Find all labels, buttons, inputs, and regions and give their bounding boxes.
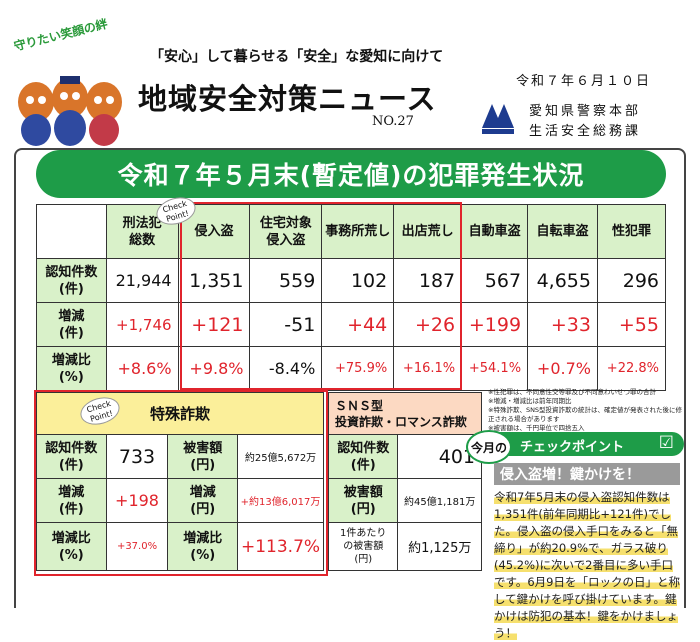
sns-fraud-table: ＳＮＳ型 投資詐欺・ロマンス詐欺 認知件数 (件) 401 被害額 (円) 約4… [327,392,482,571]
checkpoint-body: 令和7年5月末の侵入盗認知件数は1,351件(前年同期比+121件)でした。侵入… [494,490,680,640]
table-cell: +199 [461,302,529,347]
table-cell: +121 [177,302,251,347]
month-label: 今月の [466,430,512,464]
table-cell: 1,351 [177,258,251,303]
table-cell: +55 [596,302,667,347]
table-cell: +約13億6,017万 [237,478,324,523]
table-cell: +1,746 [105,302,179,347]
row-header: 増減 (件) [36,478,107,523]
checkpoint-headline: 侵入盗増！鍵かけを！ [494,463,680,485]
table-cell: 567 [461,258,529,303]
row-header: 増減比 (%) [36,522,107,571]
table-cell: +26 [393,302,463,347]
checkpoint-label: チェックポイント [520,440,625,455]
issue-date: 令和７年６月１０日 [516,74,652,89]
table-cell: -8.4% [249,346,323,391]
table-row: 増減 (件) +198 増減 (円) +約13億6,017万 [36,478,324,523]
table-row: 増減比 (%) +8.6% +9.8% -8.4% +75.9% +16.1% … [36,346,667,391]
table-cell: +113.7% [237,522,324,571]
table-cell: 4,655 [527,258,598,303]
row-header: 被害額 (円) [327,478,399,523]
col-header: 出店荒し [393,204,463,259]
burglary-highlight-box [180,202,462,390]
table-cell: +37.0% [105,522,169,571]
table-cell: +22.8% [596,346,667,391]
special-fraud-table: 特殊詐欺 認知件数 (件) 733 被害額 (円) 約25億5,672万 増減 … [36,392,324,571]
row-header: 認知件数 (件) [327,434,399,479]
table-row: 増減比 (%) +37.0% 増減比 (%) +113.7% [36,522,324,571]
table-cell: 296 [596,258,667,303]
row-header: 増減比 (%) [167,522,239,571]
mascot-illustration [18,76,122,146]
sns-fraud-title: ＳＮＳ型 投資詐欺・ロマンス詐欺 [328,392,482,435]
table-cell: 733 [105,434,169,479]
table-cell: +198 [105,478,169,523]
table-row: 認知件数 (件) 21,944 1,351 559 102 187 567 4,… [36,258,667,303]
table-cell: +44 [321,302,395,347]
row-header: 増減 (件) [36,302,107,347]
row-header: 増減 (円) [167,478,239,523]
col-header: 自動車盗 [461,204,529,259]
table-row: 認知件数 (件) 401 [327,434,482,479]
col-header: 住宅対象 侵入盗 [249,204,323,259]
col-header: 性犯罪 [596,204,667,259]
content-frame [14,148,686,608]
table-cell: 約45億1,181万 [397,478,482,523]
crime-stats-table: 刑法犯 総数 侵入盗 住宅対象 侵入盗 事務所荒し 出店荒し 自動車盗 自転車盗… [36,204,667,391]
row-header: 1件あたり の被害額 (円) [327,522,399,571]
table-cell: +33 [527,302,598,347]
table-cell: +75.9% [321,346,395,391]
col-header: 自転車盗 [527,204,598,259]
org-name: 愛知県警察本部 [529,104,642,119]
table-row: 1件あたり の被害額 (円) 約1,125万 [327,522,482,571]
checkmark-icon: ☑ [658,433,674,453]
table-corner [36,204,107,259]
table-cell: 約1,125万 [397,522,482,571]
table-cell: 187 [393,258,463,303]
row-header: 認知件数 (件) [36,258,107,303]
page-title: 地域安全対策ニュース [138,82,437,116]
col-header: 事務所荒し [321,204,395,259]
table-cell: 102 [321,258,395,303]
table-cell: +16.1% [393,346,463,391]
col-header: 刑法犯 総数 [105,204,179,259]
table-row: 被害額 (円) 約45億1,181万 [327,478,482,523]
police-logo-icon [482,104,514,134]
row-header: 増減比 (%) [36,346,107,391]
table-cell: +54.1% [461,346,529,391]
row-header: 被害額 (円) [167,434,239,479]
subtitle: 「安心」して暮らせる「安全」な愛知に向けて [150,49,444,65]
footnotes: ※性犯罪は、不同意性交等罪及び不同意わいせつ罪の合計 ※増減・増減比は前年同期比… [488,388,683,432]
table-cell: +8.6% [105,346,179,391]
table-row: 増減 (件) +1,746 +121 -51 +44 +26 +199 +33 … [36,302,667,347]
table-cell: +0.7% [527,346,598,391]
special-fraud-highlight-box [34,390,328,576]
org-division: 生活安全総務課 [529,124,642,139]
table-cell: 21,944 [105,258,179,303]
section-banner: 令和７年５月末(暫定値)の犯罪発生状況 [36,150,666,198]
table-row: 認知件数 (件) 733 被害額 (円) 約25億5,672万 [36,434,324,479]
issue-number: NO.27 [372,114,414,129]
